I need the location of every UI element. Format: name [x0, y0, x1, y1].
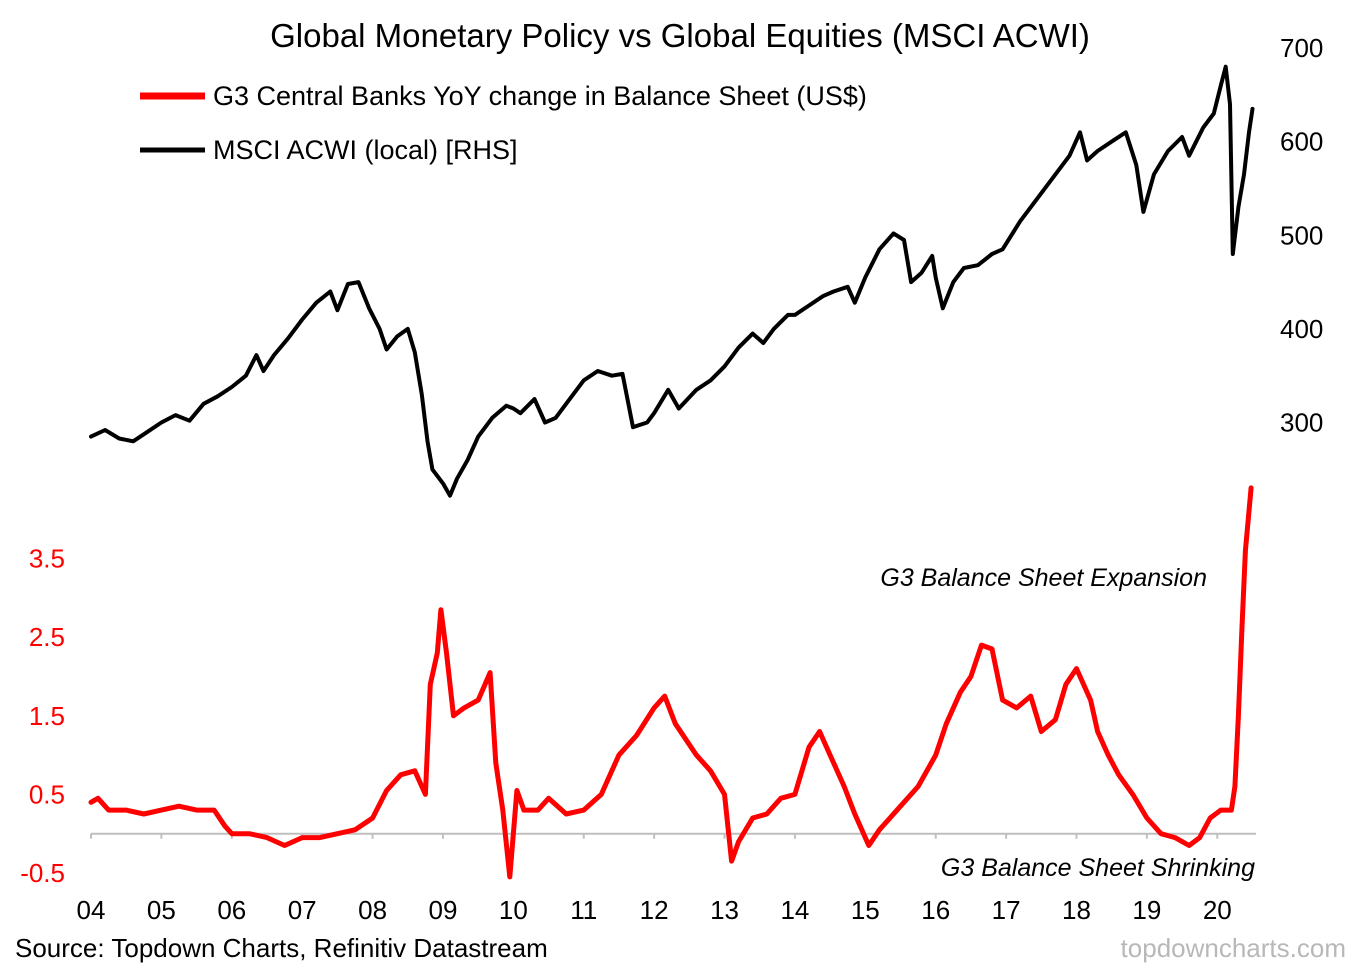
x-tick-label: 07 [288, 895, 317, 925]
right-tick-label: 500 [1280, 220, 1323, 250]
x-tick-label: 17 [992, 895, 1021, 925]
x-tick-label: 11 [570, 895, 597, 925]
series-layer [88, 64, 1255, 880]
x-tick-label: 05 [147, 895, 176, 925]
x-tick-label: 10 [499, 895, 528, 925]
x-tick-label: 15 [851, 895, 880, 925]
left-tick-label: -0.5 [20, 858, 65, 888]
left-tick-label: 0.5 [29, 779, 65, 809]
legend-label-balance-sheet: G3 Central Banks YoY change in Balance S… [213, 81, 867, 111]
series-line-msci-acwi [89, 64, 1255, 498]
annotation-shrinking: G3 Balance Sheet Shrinking [941, 854, 1255, 882]
x-tick-label: 14 [780, 895, 809, 925]
x-tick-label: 12 [640, 895, 669, 925]
right-axis-ticks: 300 400 500 600 700 [1280, 33, 1323, 438]
source-note: Source: Topdown Charts, Refinitiv Datast… [15, 933, 548, 963]
x-tick-label: 04 [77, 895, 106, 925]
watermark: topdowncharts.com [1121, 933, 1346, 963]
right-tick-label: 300 [1280, 408, 1323, 438]
x-axis-ticks: 04 05 06 07 08 09 10 11 12 13 14 15 16 17 18 19 20 [77, 895, 1232, 925]
x-tick-label: 20 [1203, 895, 1232, 925]
legend: G3 Central Banks YoY change in Balance S… [140, 81, 867, 165]
x-tick-label: 09 [429, 895, 458, 925]
series-line-balance-sheet [88, 485, 1254, 880]
x-tick-label: 08 [358, 895, 387, 925]
chart-title: Global Monetary Policy vs Global Equitie… [270, 17, 1090, 54]
legend-label-msci-acwi: MSCI ACWI (local) [RHS] [213, 135, 518, 165]
left-axis-ticks: -0.5 0.5 1.5 2.5 3.5 [20, 544, 65, 888]
x-tick-label: 19 [1132, 895, 1161, 925]
x-tick-label: 16 [921, 895, 950, 925]
right-tick-label: 600 [1280, 127, 1323, 157]
left-tick-label: 1.5 [29, 701, 65, 731]
x-tick-label: 13 [710, 895, 739, 925]
left-tick-label: 2.5 [29, 622, 65, 652]
x-tick-label: 18 [1062, 895, 1091, 925]
right-tick-label: 400 [1280, 314, 1323, 344]
right-tick-label: 700 [1280, 33, 1323, 63]
left-tick-label: 3.5 [29, 544, 65, 574]
annotation-expansion: G3 Balance Sheet Expansion [880, 564, 1207, 592]
x-tick-label: 06 [217, 895, 246, 925]
